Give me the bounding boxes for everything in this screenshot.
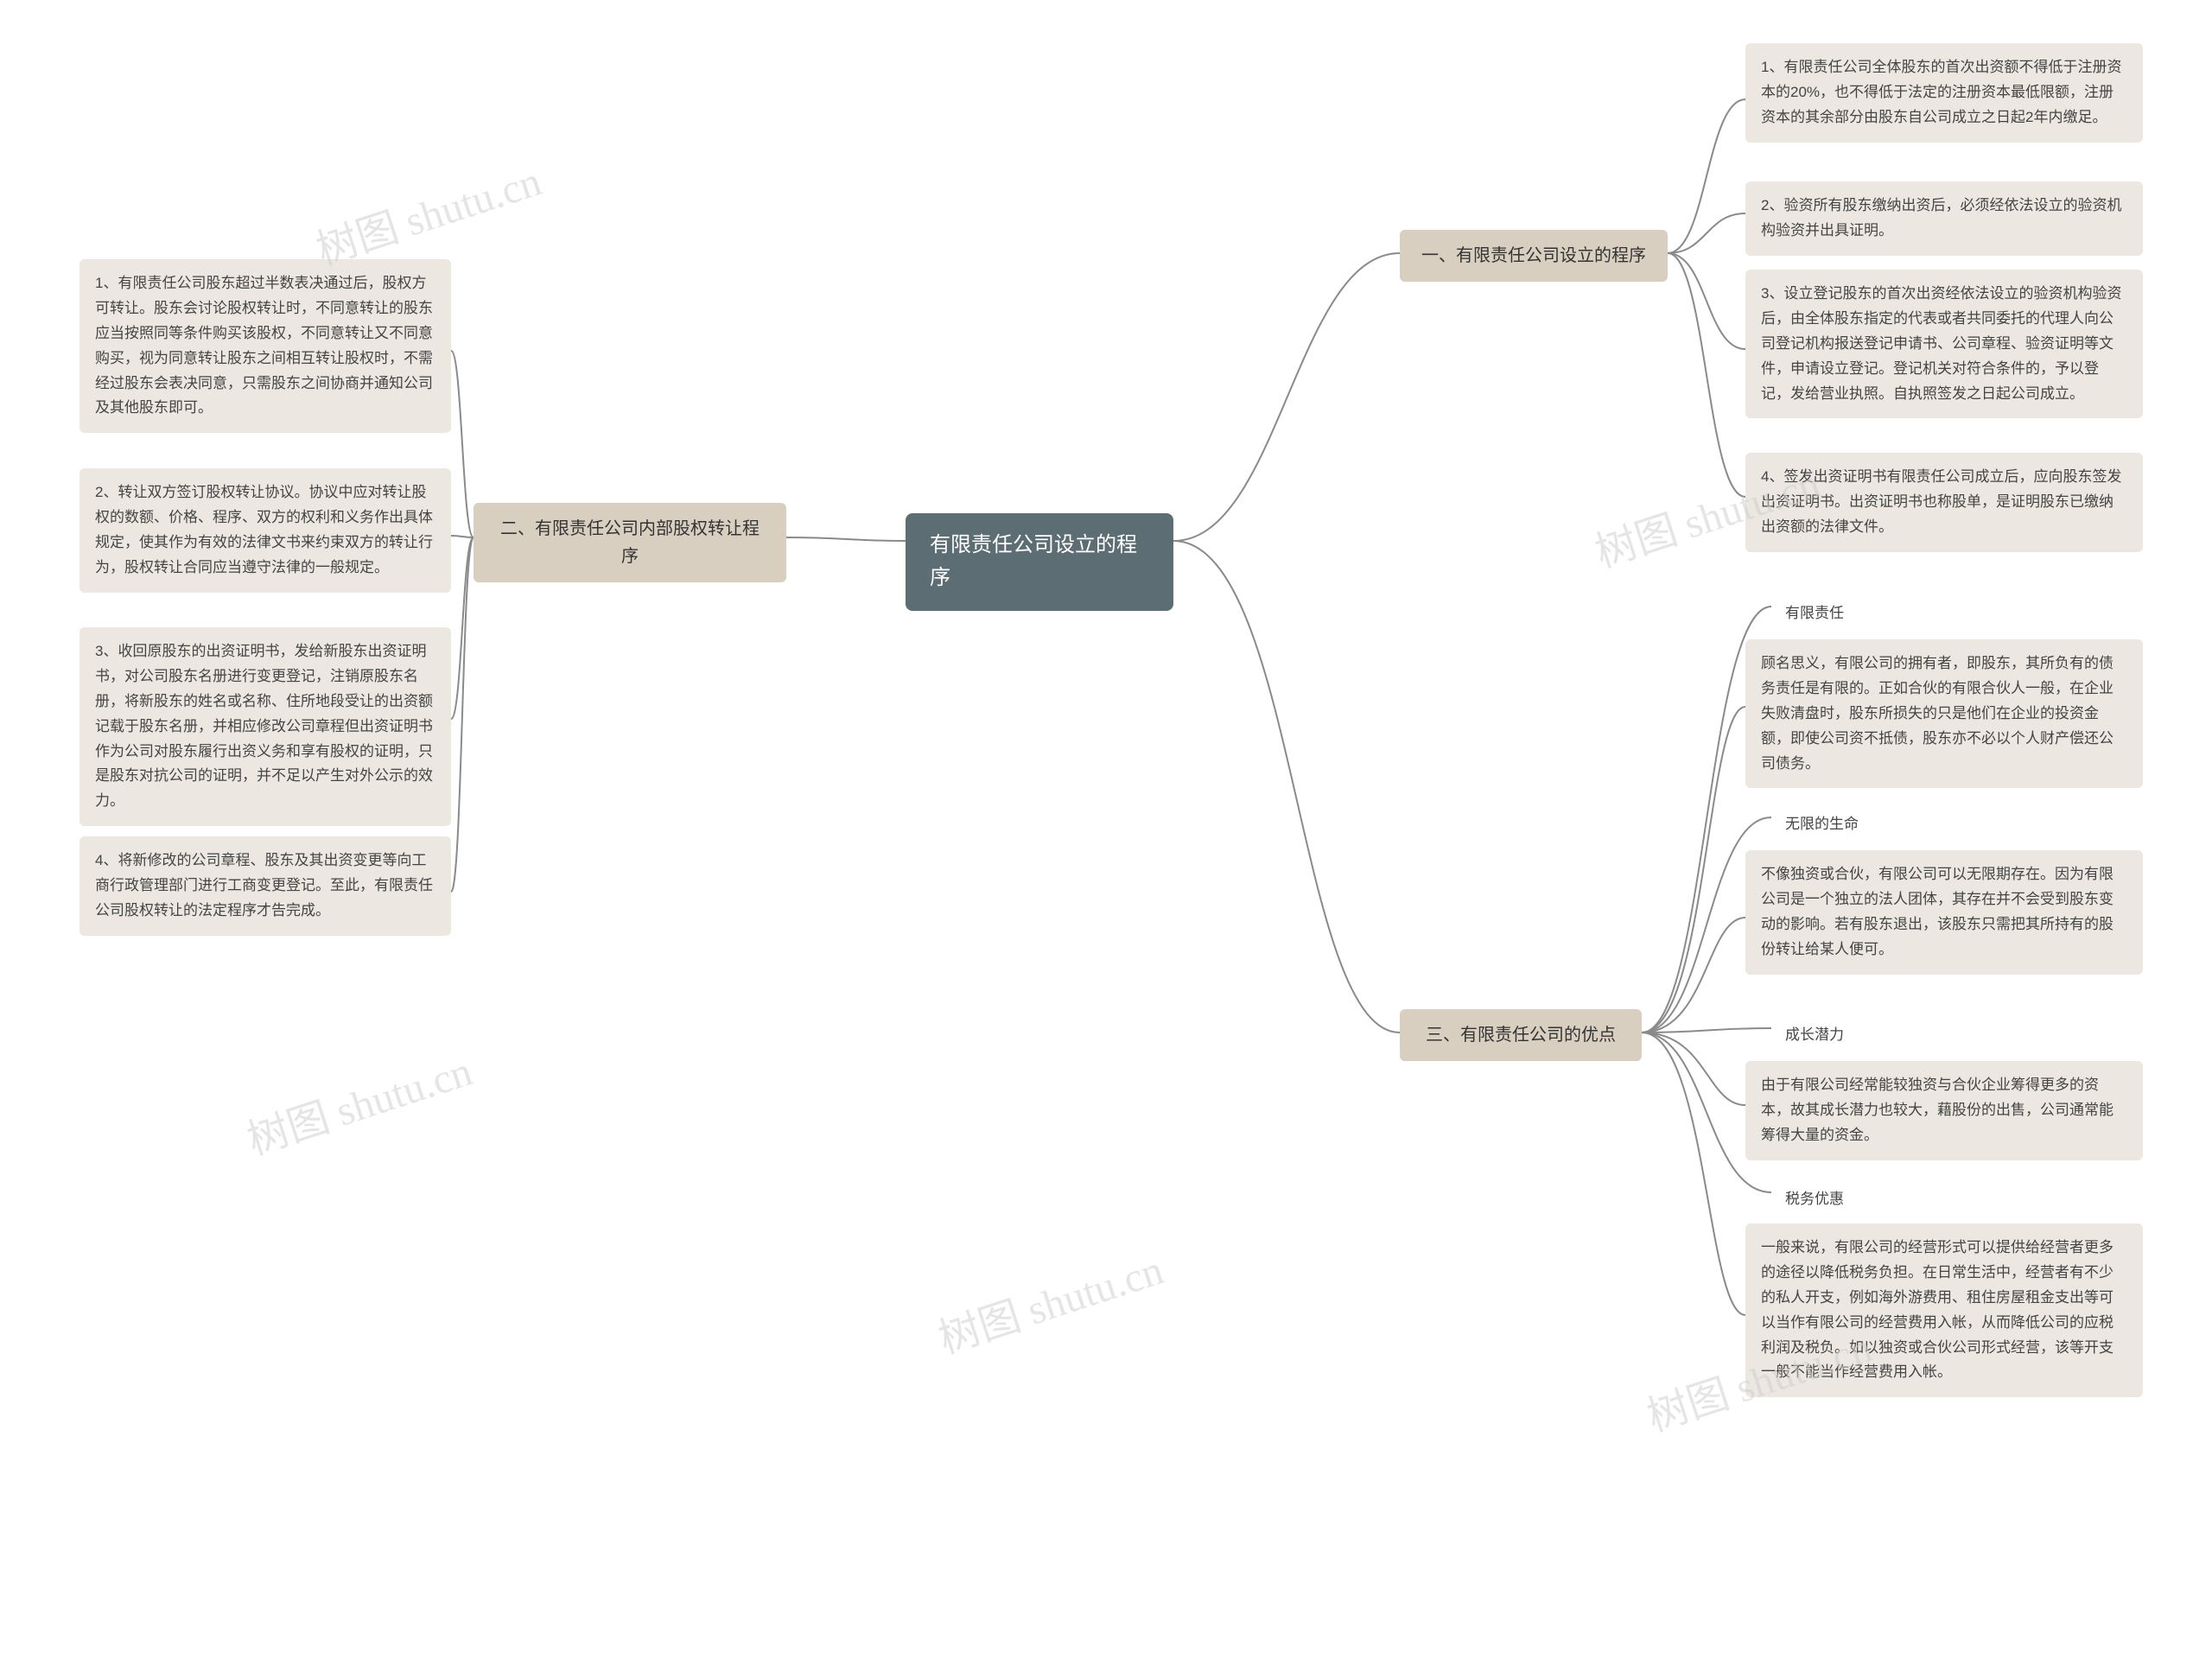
branch-2-leaf-3: 4、将新修改的公司章程、股东及其出资变更等向工商行政管理部门进行工商变更登记。至…: [79, 836, 451, 936]
branch-1-leaf-1: 2、验资所有股东缴纳出资后，必须经依法设立的验资机构验资并出具证明。: [1745, 181, 2143, 256]
leaf-text: 2、验资所有股东缴纳出资后，必须经依法设立的验资机构验资并出具证明。: [1761, 197, 2121, 238]
leaf-text: 顾名思义，有限公司的拥有者，即股东，其所负有的债务责任是有限的。正如合伙的有限合…: [1761, 655, 2113, 772]
leaf-text: 税务优惠: [1785, 1191, 1844, 1207]
leaf-text: 2、转让双方签订股权转让协议。协议中应对转让股权的数额、价格、程序、双方的权利和…: [95, 484, 433, 575]
leaf-text: 无限的生命: [1785, 816, 1859, 832]
branch-3-leaf-3: 不像独资或合伙，有限公司可以无限期存在。因为有限公司是一个独立的法人团体，其存在…: [1745, 850, 2143, 975]
watermark: 树图 shutu.cn: [930, 1236, 1170, 1365]
leaf-text: 由于有限公司经常能较独资与合伙企业筹得更多的资本，故其成长潜力也较大，藉股份的出…: [1761, 1077, 2113, 1143]
branch-3-label: 三、有限责任公司的优点: [1426, 1026, 1616, 1045]
branch-1-leaf-2: 3、设立登记股东的首次出资经依法设立的验资机构验资后，由全体股东指定的代表或者共…: [1745, 270, 2143, 418]
leaf-text: 不像独资或合伙，有限公司可以无限期存在。因为有限公司是一个独立的法人团体，其存在…: [1761, 866, 2113, 957]
branch-1-leaf-3: 4、签发出资证明书有限责任公司成立后，应向股东签发出资证明书。出资证明书也称股单…: [1745, 453, 2143, 552]
leaf-text: 4、将新修改的公司章程、股东及其出资变更等向工商行政管理部门进行工商变更登记。至…: [95, 852, 433, 918]
branch-1-label: 一、有限责任公司设立的程序: [1421, 246, 1646, 265]
leaf-text: 4、签发出资证明书有限责任公司成立后，应向股东签发出资证明书。出资证明书也称股单…: [1761, 468, 2121, 535]
branch-3: 三、有限责任公司的优点: [1400, 1009, 1642, 1061]
leaf-text: 一般来说，有限公司的经营形式可以提供给经营者更多的途径以降低税务负担。在日常生活…: [1761, 1239, 2113, 1380]
branch-3-leaf-2: 无限的生命: [1771, 802, 1872, 846]
branch-3-leaf-0: 有限责任: [1771, 591, 1858, 635]
leaf-text: 1、有限责任公司全体股东的首次出资额不得低于注册资本的20%，也不得低于法定的注…: [1761, 59, 2121, 125]
leaf-text: 成长潜力: [1785, 1026, 1844, 1043]
root-label: 有限责任公司设立的程序: [930, 533, 1137, 589]
leaf-text: 3、设立登记股东的首次出资经依法设立的验资机构验资后，由全体股东指定的代表或者共…: [1761, 285, 2121, 402]
leaf-text: 有限责任: [1785, 605, 1844, 621]
watermark: 树图 shutu.cn: [238, 1037, 479, 1166]
branch-1-leaf-0: 1、有限责任公司全体股东的首次出资额不得低于注册资本的20%，也不得低于法定的注…: [1745, 43, 2143, 143]
branch-2: 二、有限责任公司内部股权转让程序: [474, 503, 786, 582]
leaf-text: 1、有限责任公司股东超过半数表决通过后，股权方可转让。股东会讨论股权转让时，不同…: [95, 275, 433, 416]
branch-2-leaf-2: 3、收回原股东的出资证明书，发给新股东出资证明书，对公司股东名册进行变更登记，注…: [79, 627, 451, 826]
branch-3-leaf-5: 由于有限公司经常能较独资与合伙企业筹得更多的资本，故其成长潜力也较大，藉股份的出…: [1745, 1061, 2143, 1160]
branch-3-leaf-4: 成长潜力: [1771, 1013, 1858, 1057]
branch-2-leaf-0: 1、有限责任公司股东超过半数表决通过后，股权方可转让。股东会讨论股权转让时，不同…: [79, 259, 451, 433]
branch-3-leaf-7: 一般来说，有限公司的经营形式可以提供给经营者更多的途径以降低税务负担。在日常生活…: [1745, 1223, 2143, 1397]
branch-3-leaf-6: 税务优惠: [1771, 1177, 1858, 1221]
branch-1: 一、有限责任公司设立的程序: [1400, 230, 1668, 282]
branch-2-label: 二、有限责任公司内部股权转让程序: [500, 519, 760, 566]
mindmap-root: 有限责任公司设立的程序: [906, 513, 1173, 611]
watermark: 树图 shutu.cn: [308, 147, 548, 276]
leaf-text: 3、收回原股东的出资证明书，发给新股东出资证明书，对公司股东名册进行变更登记，注…: [95, 643, 433, 809]
branch-3-leaf-1: 顾名思义，有限公司的拥有者，即股东，其所负有的债务责任是有限的。正如合伙的有限合…: [1745, 639, 2143, 788]
branch-2-leaf-1: 2、转让双方签订股权转让协议。协议中应对转让股权的数额、价格、程序、双方的权利和…: [79, 468, 451, 593]
